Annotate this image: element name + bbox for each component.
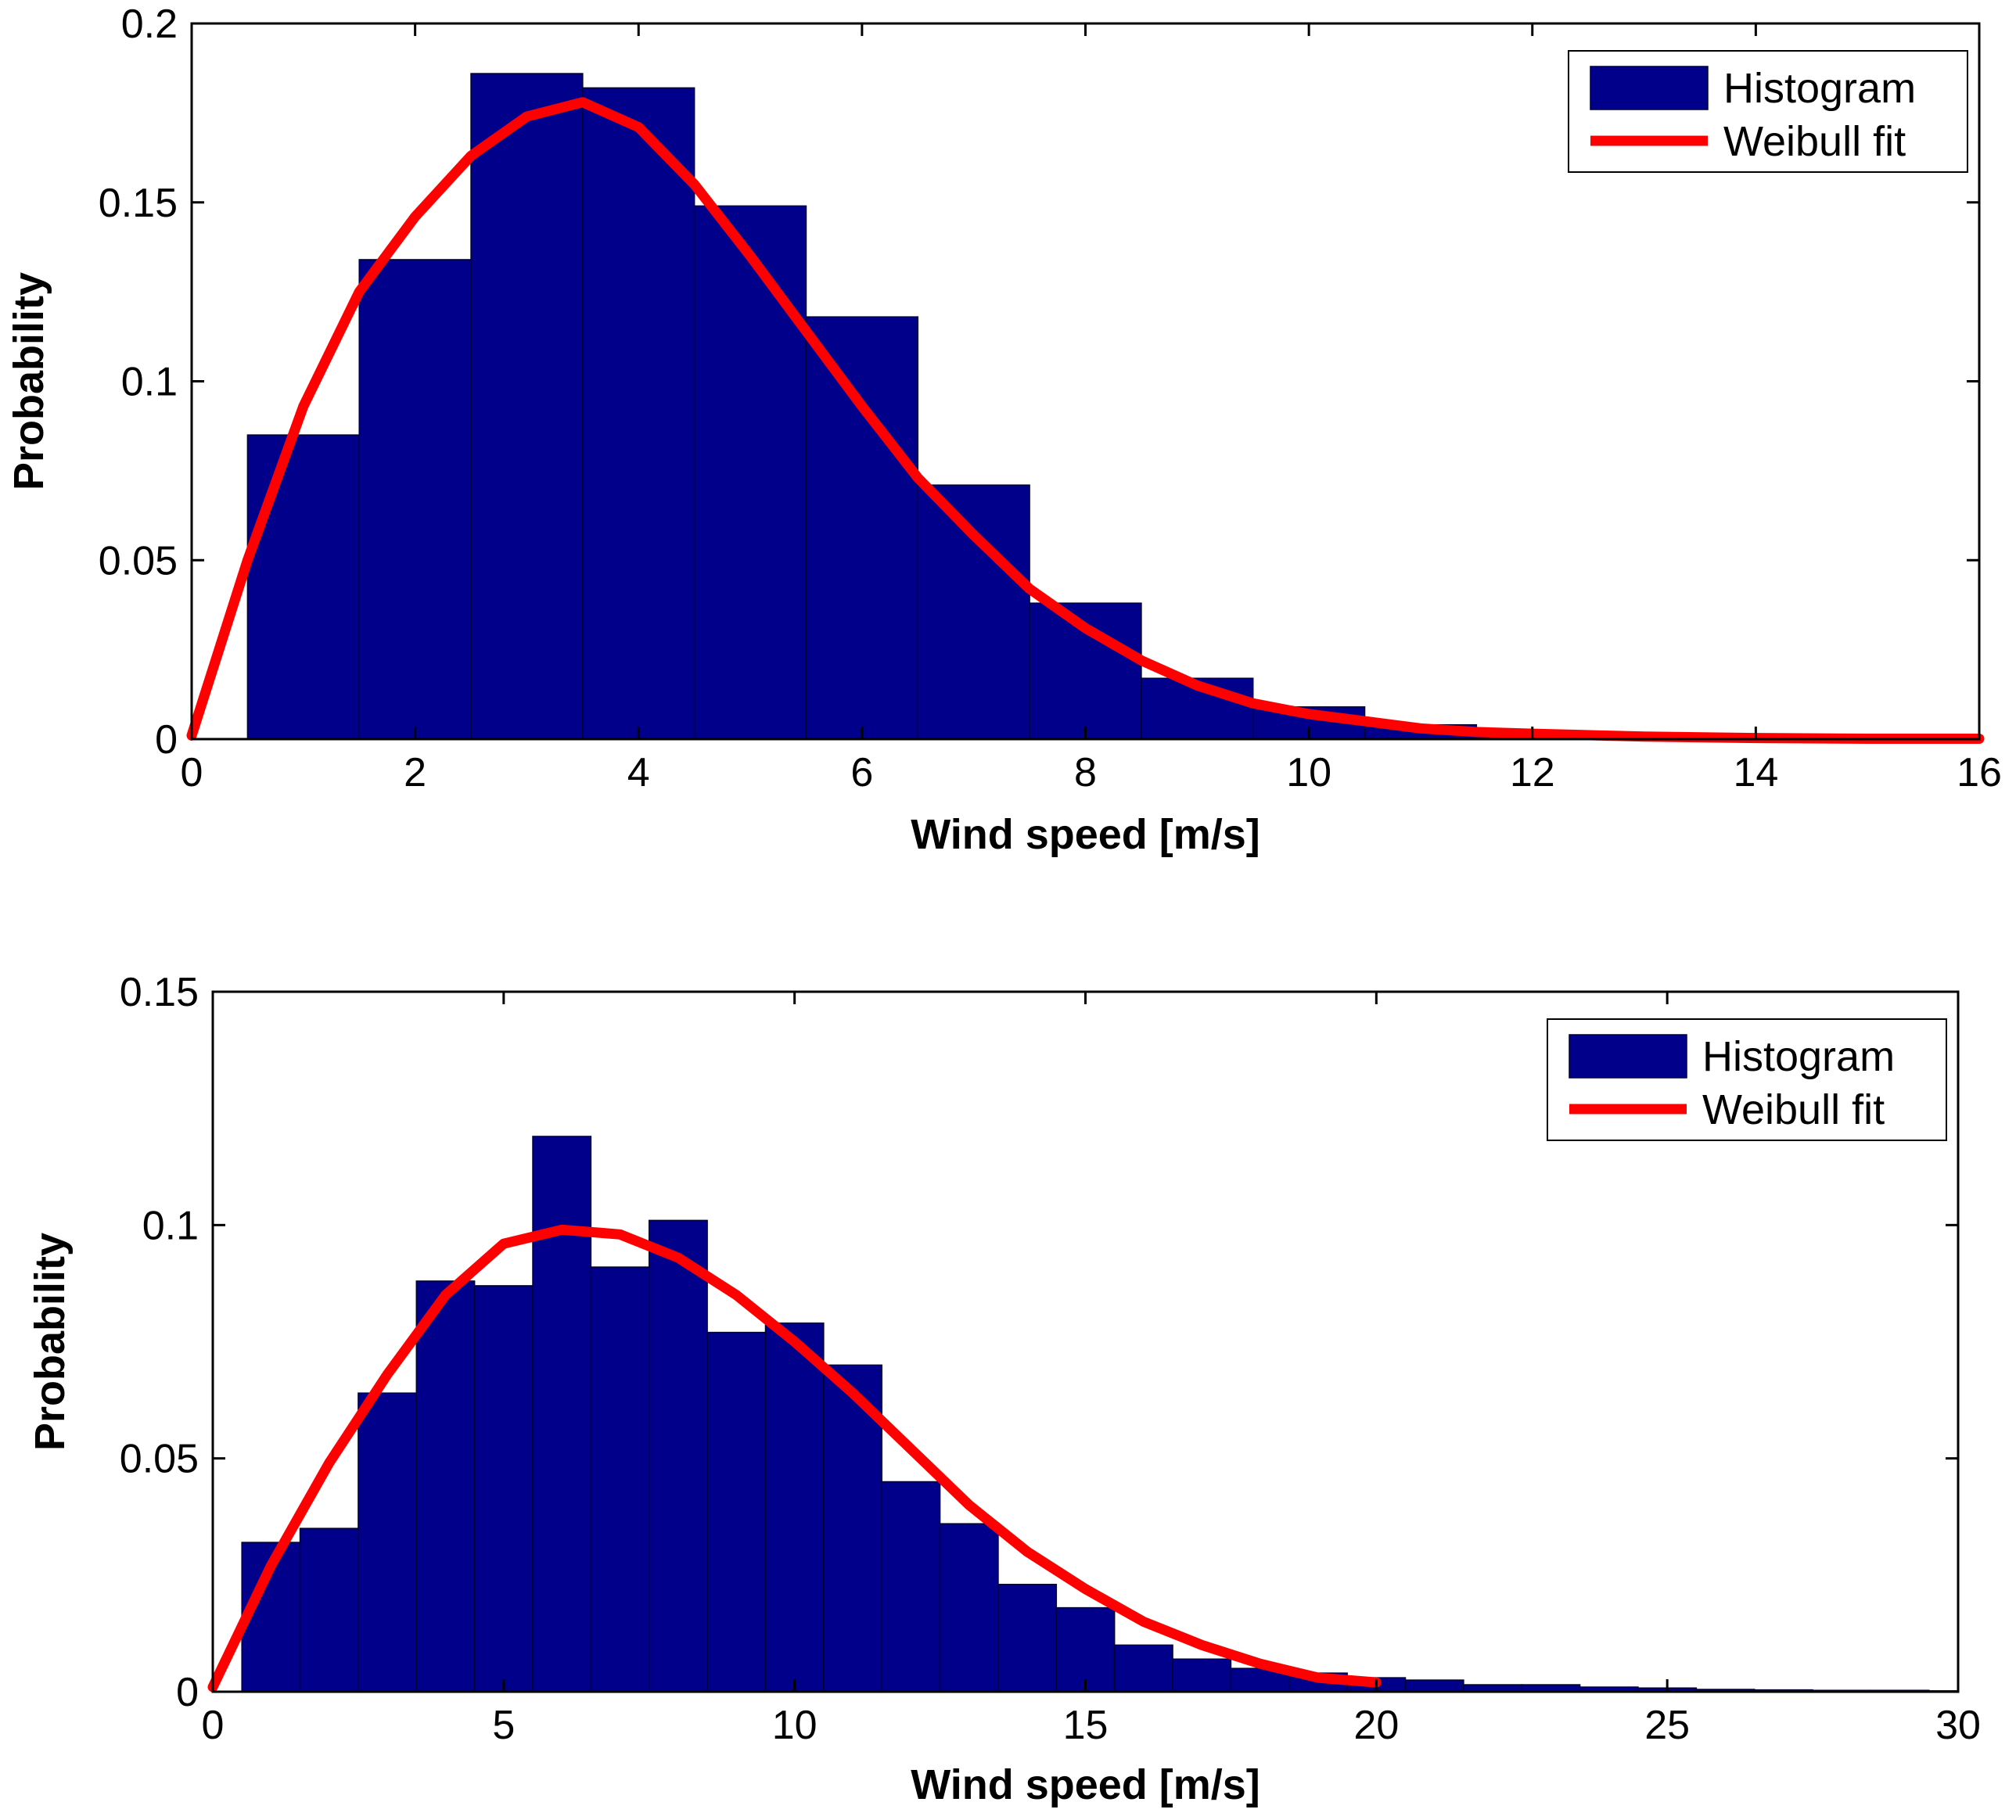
x-tick-label: 14 [1733,750,1778,795]
x-tick-label: 25 [1644,1703,1690,1748]
x-tick-label: 5 [492,1703,515,1748]
histogram-bar [1113,1644,1173,1693]
x-tick-label: 10 [772,1703,818,1748]
histogram-bar [823,1364,882,1693]
histogram-bar [917,484,1030,740]
legend-histogram-label: Histogram [1702,1033,1895,1080]
histogram-bar [532,1136,592,1693]
y-tick-label: 0.2 [121,2,178,47]
x-tick-label: 6 [850,750,873,795]
x-tick-label: 0 [202,1703,225,1748]
x-tick-label: 0 [181,750,203,795]
legend-histogram-swatch [1590,66,1709,110]
histogram-bar [997,1584,1058,1693]
histogram-bar [693,205,807,740]
histogram-bar [470,73,584,740]
y-axis-label: Probability [5,272,52,490]
bottom-histogram-chart: 0 5 10 15 20 25 30 0 0.05 0.1 0.15 Wind speed [m/s]… [27,970,1981,1808]
legend-box [1547,1018,1947,1141]
histogram-bar [1055,1606,1116,1693]
histogram-bar [358,259,472,740]
legend-histogram-label: Histogram [1723,65,1916,112]
x-tick-label: 16 [1957,750,2002,795]
histogram-bar [1404,1679,1464,1693]
histogram-bar [805,316,919,740]
histogram-bar [881,1481,941,1693]
histogram-bar [939,1523,999,1693]
histogram-bar [473,1285,534,1693]
top-histogram-chart: 0 2 4 6 8 10 12 14 16 0 0.05 0.1 0.15 0.2 Wind speed [… [5,2,2002,858]
y-tick-label: 0.05 [99,538,178,583]
x-tick-label: 15 [1063,1703,1109,1748]
x-tick-label: 2 [404,750,426,795]
legend-histogram-swatch [1569,1034,1687,1079]
x-tick-label: 10 [1286,750,1331,795]
y-tick-label: 0.15 [120,970,199,1015]
y-axis-label: Probability [27,1233,74,1451]
legend: Histogram Weibull fit [1547,1018,1947,1141]
weibull-fit-line [186,97,1985,744]
legend-fit-label: Weibull fit [1702,1086,1885,1133]
histogram-bar [649,1219,708,1693]
histogram-bar [764,1322,825,1693]
x-tick-label: 20 [1353,1703,1399,1748]
x-axis-label: Wind speed [m/s] [911,811,1260,858]
legend: Histogram Weibull fit [1568,50,1968,173]
y-tick-label: 0.1 [121,360,178,405]
histogram-bar [706,1331,767,1693]
histogram-bar [415,1280,476,1693]
y-tick-label: 0.1 [142,1203,199,1248]
histogram-bar [299,1527,359,1693]
x-tick-label: 30 [1935,1703,1981,1748]
y-tick-label: 0 [176,1670,199,1715]
x-axis-label: Wind speed [m/s] [911,1761,1260,1808]
weibull-fit-line [207,1224,1382,1693]
y-tick-label: 0.05 [120,1437,199,1482]
y-tick-label: 0 [155,717,178,763]
histogram-bar [246,434,360,740]
histogram-bar [1172,1658,1232,1693]
x-tick-label: 12 [1510,750,1555,795]
histogram-bars [246,73,1980,740]
y-tick-label: 0.15 [99,181,178,226]
histogram-bar [358,1392,418,1693]
histogram-bar [590,1266,650,1693]
legend-fit-label: Weibull fit [1723,118,1906,165]
x-tick-label: 4 [627,750,650,795]
histogram-bar [582,87,695,740]
x-tick-label: 8 [1074,750,1097,795]
